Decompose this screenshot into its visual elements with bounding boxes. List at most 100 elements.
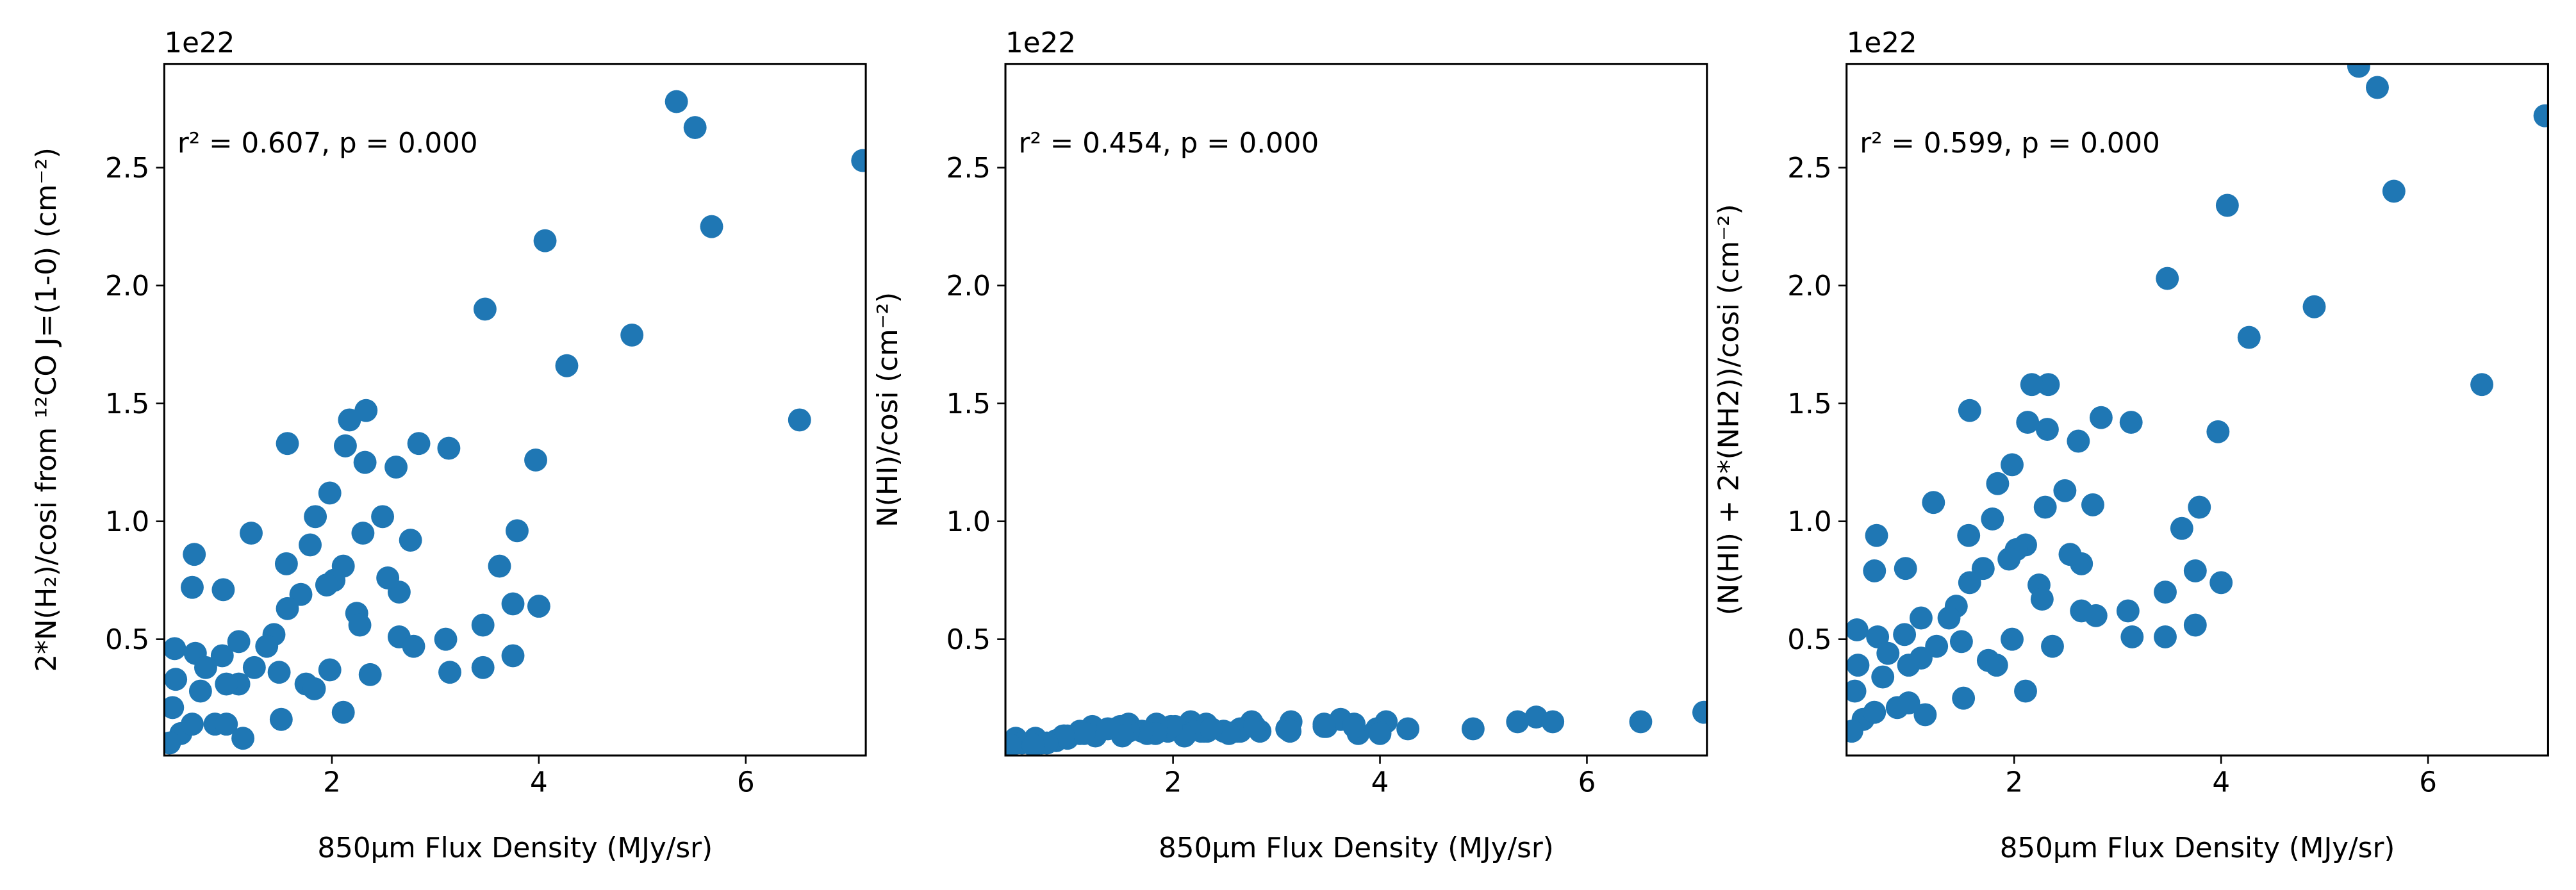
point: [267, 661, 291, 684]
point: [527, 595, 550, 618]
y-tick-label: 2.0: [105, 270, 149, 302]
point: [788, 408, 811, 432]
point: [181, 575, 204, 599]
point: [1541, 710, 1565, 734]
point: [2170, 516, 2193, 540]
point: [533, 229, 557, 252]
x-tick-label: 4: [2212, 766, 2230, 798]
point: [1312, 714, 1336, 738]
point: [351, 522, 375, 545]
point: [276, 432, 299, 456]
point: [438, 661, 461, 684]
point: [2001, 627, 2024, 651]
point: [1894, 557, 1917, 581]
point: [2470, 373, 2494, 397]
point: [1986, 472, 2010, 495]
point: [274, 552, 298, 575]
point: [371, 505, 395, 529]
point: [1937, 606, 1961, 630]
y-tick-label: 1.0: [105, 506, 149, 538]
y-tick-label: 2.5: [946, 152, 991, 185]
point: [399, 529, 422, 552]
x-tick-label: 2: [1164, 766, 1182, 798]
y-tick-label: 1.0: [946, 506, 991, 538]
point: [1997, 547, 2021, 571]
point: [1897, 691, 1920, 714]
y-tick-label: 1.5: [946, 388, 991, 420]
point: [1278, 720, 1302, 743]
point: [2237, 326, 2261, 349]
point: [333, 434, 357, 457]
point: [700, 215, 723, 238]
point: [181, 713, 204, 736]
point: [240, 522, 263, 545]
point: [227, 630, 251, 654]
point: [183, 543, 206, 566]
point: [473, 297, 497, 321]
point: [1922, 491, 1945, 515]
point: [1876, 641, 1900, 665]
point: [215, 672, 238, 696]
point: [164, 731, 181, 755]
point: [1096, 717, 1119, 741]
point: [1985, 654, 2008, 677]
point: [2533, 104, 2548, 128]
point: [164, 696, 185, 720]
point: [402, 634, 425, 658]
point: [1958, 399, 1981, 422]
point: [471, 655, 495, 679]
point: [1957, 523, 1981, 547]
points: [164, 90, 866, 755]
point: [164, 668, 188, 691]
y-axis-label: (N(HI) + 2*(NH2))/cosi (cm⁻²): [1713, 204, 1745, 615]
y-tick-label: 0.5: [946, 624, 991, 656]
point: [1396, 717, 1420, 741]
point: [164, 637, 186, 661]
point: [2041, 634, 2064, 658]
point: [231, 727, 255, 750]
x-tick-label: 4: [1371, 766, 1389, 798]
point: [2183, 613, 2207, 637]
y-tick-label: 2.0: [1787, 270, 1831, 302]
point: [1368, 721, 1392, 745]
point: [2347, 63, 2370, 78]
point: [1200, 717, 1223, 741]
x-tick-label: 6: [2419, 766, 2437, 798]
point: [524, 449, 547, 472]
point: [471, 613, 495, 637]
y-tick-label: 2.0: [946, 270, 991, 302]
point: [1863, 700, 1887, 724]
point: [1846, 679, 1867, 703]
point: [2302, 295, 2326, 318]
point: [1865, 523, 1888, 547]
point: [1021, 734, 1045, 756]
point: [2154, 625, 2177, 648]
point: [2382, 179, 2406, 203]
point: [1629, 710, 1653, 734]
point: [2089, 406, 2113, 429]
point: [1909, 606, 1933, 630]
point: [358, 663, 382, 686]
point: [2119, 411, 2143, 434]
point: [255, 634, 279, 658]
point: [210, 644, 234, 668]
point: [2081, 493, 2104, 516]
points: [1846, 63, 2548, 743]
point: [302, 677, 326, 700]
offset-text: 1e22: [164, 28, 235, 60]
point: [1846, 720, 1863, 743]
annotation: r² = 0.599, p = 0.000: [1860, 128, 2160, 160]
point: [555, 354, 579, 377]
point: [407, 432, 431, 456]
point: [299, 533, 322, 557]
point: [488, 554, 511, 578]
y-tick-label: 2.5: [105, 152, 149, 185]
point: [2067, 429, 2090, 453]
point: [2058, 543, 2082, 566]
x-tick-label: 6: [1578, 766, 1596, 798]
point: [2036, 373, 2060, 397]
point: [2154, 581, 2177, 604]
point: [1871, 665, 1895, 689]
